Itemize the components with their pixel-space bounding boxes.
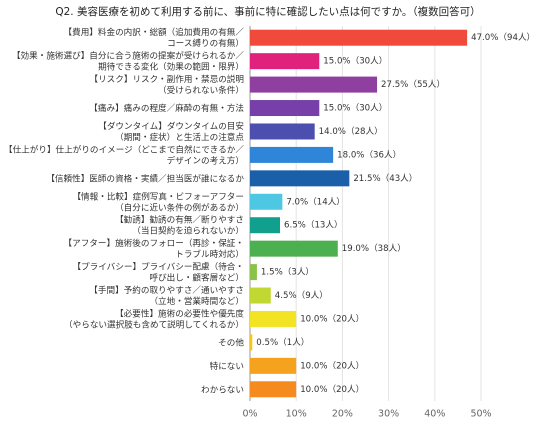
- value-label: 27.5%（55人）: [381, 79, 445, 90]
- value-label: 18.0%（36人）: [337, 149, 401, 160]
- label-line: 【リスク】リスク・副作用・禁忌の説明: [89, 73, 244, 85]
- label-line: 【プライバシー】プライバシー配慮（待合・: [72, 260, 244, 272]
- value-label: 0.5%（1人）: [256, 337, 309, 348]
- bar: [250, 357, 297, 374]
- value-label: 19.0%（38人）: [342, 243, 406, 254]
- label-line: 【情報・比較】症例写真・ビフォーアフター: [72, 190, 244, 202]
- y-tick-label: 【仕上がり】仕上がりのイメージ（どこまで自然にできるか／デザインの考え方）: [4, 143, 244, 166]
- bar: [250, 240, 338, 257]
- bar: [250, 123, 315, 140]
- y-tick-label: わからない: [201, 384, 244, 395]
- y-tick-label: 【必要性】施術の必要性や優先度（やらない選択肢も含めて説明してくれるか）: [64, 307, 244, 330]
- value-label: 4.5%（9人）: [275, 290, 328, 301]
- bar: [250, 193, 283, 210]
- bar: [250, 264, 257, 281]
- x-tick-label: 10%: [286, 409, 307, 420]
- y-tick-label: その他: [218, 336, 244, 348]
- y-tick-label: 【情報・比較】症例写真・ビフォーアフター（自分に近い条件の例があるか）: [72, 190, 244, 213]
- x-tick-label: 20%: [332, 409, 353, 420]
- label-line: 【仕上がり】仕上がりのイメージ（どこまで自然にできるか／: [4, 143, 244, 155]
- label-line: コース縛りの有無）: [167, 37, 244, 49]
- y-tick-label: 【費用】料金の内訳・総額（追加費用の有無／コース縛りの有無）: [64, 26, 245, 49]
- y-tick-label: 【痛み】痛みの程度／麻酔の有無・方法: [89, 102, 244, 114]
- y-tick-label: 【アフター】施術後のフォロー（再診・保証・トラブル時対応）: [64, 237, 244, 260]
- bar: [250, 53, 320, 70]
- label-line: （受けられない条件）: [158, 84, 244, 96]
- y-tick-label: 【勧誘】勧誘の有無／断りやすさ（当日契約を迫られないか）: [115, 213, 244, 236]
- bar: [250, 334, 253, 351]
- bar: [250, 146, 334, 163]
- label-line: 呼び出し・顧客層など）: [149, 271, 244, 283]
- value-label: 1.5%（3人）: [261, 267, 314, 278]
- y-tick-label: 【リスク】リスク・副作用・禁忌の説明（受けられない条件）: [89, 73, 244, 96]
- label-line: 【必要性】施術の必要性や優先度: [115, 307, 244, 319]
- label-line: 【信頼性】医師の資格・実績／担当医が誰になるか: [46, 172, 244, 184]
- y-tick-label: 【手間】予約の取りやすさ／通いやすさ（立地・営業時間など）: [89, 284, 244, 307]
- label-line: わからない: [201, 384, 244, 395]
- label-line: 【痛み】痛みの程度／麻酔の有無・方法: [89, 102, 244, 114]
- label-line: 【ダウンタイム】ダウンタイムの目安: [98, 119, 244, 131]
- label-line: 【効果・施術選び】自分に合う施術の提案が受けられるか／: [12, 49, 244, 61]
- y-tick-label: 【効果・施術選び】自分に合う施術の提案が受けられるか／期待できる変化（効果の範囲…: [12, 49, 244, 72]
- y-tick-label: 【ダウンタイム】ダウンタイムの目安（期間・症状）と生活上の注意点: [98, 119, 244, 142]
- bar: [250, 310, 297, 327]
- label-line: （立地・営業時間など）: [149, 295, 244, 307]
- label-line: デザインの考え方）: [167, 154, 244, 166]
- label-line: 【手間】予約の取りやすさ／通いやすさ: [89, 284, 244, 296]
- bar: [250, 287, 271, 304]
- label-line: その他: [218, 336, 244, 348]
- x-tick-label: 50%: [470, 409, 491, 420]
- value-label: 47.0%（94人）: [471, 32, 535, 43]
- value-label: 6.5%（13人）: [284, 220, 343, 231]
- bar: [250, 381, 297, 398]
- label-line: 特にない: [210, 359, 244, 371]
- bar: [250, 217, 281, 234]
- label-line: 【費用】料金の内訳・総額（追加費用の有無／: [64, 26, 245, 38]
- label-line: （やらない選択肢も含めて説明してくれるか）: [64, 318, 244, 330]
- bar: [250, 76, 378, 93]
- x-tick-label: 30%: [378, 409, 399, 420]
- y-tick-label: 【プライバシー】プライバシー配慮（待合・呼び出し・顧客層など）: [72, 260, 244, 283]
- y-tick-label: 【信頼性】医師の資格・実績／担当医が誰になるか: [46, 172, 244, 184]
- value-label: 14.0%（28人）: [319, 126, 383, 137]
- label-line: （自分に近い条件の例があるか）: [115, 201, 244, 213]
- x-tick-label: 0%: [242, 409, 257, 420]
- value-label: 7.0%（14人）: [286, 196, 345, 207]
- label-line: 期待できる変化（効果の範囲・限界）: [98, 60, 244, 72]
- value-label: 15.0%（30人）: [323, 56, 387, 67]
- value-label: 15.0%（30人）: [323, 103, 387, 114]
- x-tick-label: 40%: [424, 409, 445, 420]
- value-label: 10.0%（20人）: [300, 313, 364, 324]
- value-label: 10.0%（20人）: [300, 360, 364, 371]
- label-line: （期間・症状）と生活上の注意点: [115, 130, 244, 142]
- label-line: 【勧誘】勧誘の有無／断りやすさ: [115, 213, 244, 225]
- label-line: トラブル時対応）: [175, 248, 244, 260]
- chart-title: Q2. 美容医療を初めて利用する前に、事前に特に確認したい点は何ですか。（複数回…: [55, 5, 480, 18]
- bar: [250, 170, 350, 187]
- value-label: 21.5%（43人）: [353, 173, 417, 184]
- label-line: 【アフター】施術後のフォロー（再診・保証・: [64, 237, 244, 249]
- y-tick-label: 特にない: [210, 359, 244, 371]
- bar: [250, 100, 320, 117]
- bar: [250, 29, 468, 46]
- value-label: 10.0%（20人）: [300, 384, 364, 395]
- label-line: （当日契約を迫られないか）: [132, 224, 244, 236]
